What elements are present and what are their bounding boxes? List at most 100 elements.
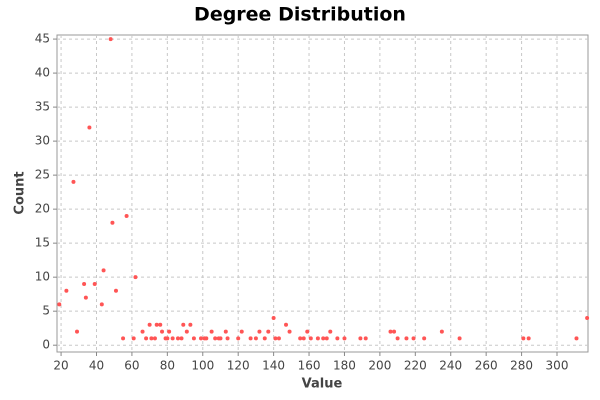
point bbox=[179, 336, 184, 341]
point bbox=[585, 315, 590, 320]
point bbox=[526, 336, 531, 341]
point bbox=[411, 336, 416, 341]
point bbox=[140, 329, 145, 334]
y-tick-label: 10 bbox=[35, 270, 50, 284]
x-tick-label: 20 bbox=[53, 359, 68, 373]
y-tick-label: 40 bbox=[35, 66, 50, 80]
point bbox=[124, 213, 129, 218]
point bbox=[298, 336, 303, 341]
point bbox=[213, 336, 218, 341]
point bbox=[167, 329, 172, 334]
point bbox=[422, 336, 427, 341]
point bbox=[181, 322, 186, 327]
point bbox=[133, 275, 138, 280]
x-axis-label: Value bbox=[302, 377, 343, 392]
point bbox=[315, 336, 320, 341]
x-tick-label: 260 bbox=[475, 359, 498, 373]
point bbox=[271, 315, 276, 320]
x-tick-label: 220 bbox=[404, 359, 427, 373]
point bbox=[521, 336, 526, 341]
point bbox=[113, 288, 118, 293]
point bbox=[218, 336, 223, 341]
point bbox=[108, 37, 113, 42]
point bbox=[248, 336, 253, 341]
point bbox=[75, 329, 80, 334]
point bbox=[439, 329, 444, 334]
point bbox=[321, 336, 326, 341]
point bbox=[83, 295, 88, 300]
y-tick-label: 20 bbox=[35, 202, 50, 216]
point bbox=[342, 336, 347, 341]
point bbox=[574, 336, 579, 341]
point bbox=[328, 329, 333, 334]
point bbox=[170, 336, 175, 341]
chart-title: Degree Distribution bbox=[194, 4, 406, 26]
point bbox=[324, 336, 329, 341]
x-tick-label: 80 bbox=[160, 359, 175, 373]
y-tick-label: 5 bbox=[42, 304, 50, 318]
point bbox=[149, 336, 154, 341]
point bbox=[110, 220, 115, 225]
point bbox=[64, 288, 69, 293]
point bbox=[223, 329, 228, 334]
point bbox=[392, 329, 397, 334]
point bbox=[395, 336, 400, 341]
point bbox=[147, 322, 152, 327]
point bbox=[175, 336, 180, 341]
y-tick-label: 0 bbox=[42, 338, 50, 352]
point bbox=[287, 329, 292, 334]
y-tick-label: 30 bbox=[35, 134, 50, 148]
point bbox=[363, 336, 368, 341]
y-tick-label: 15 bbox=[35, 236, 50, 250]
x-tick-label: 200 bbox=[368, 359, 391, 373]
point bbox=[388, 329, 393, 334]
x-tick-label: 140 bbox=[262, 359, 285, 373]
point bbox=[276, 336, 281, 341]
point bbox=[121, 336, 126, 341]
y-tick-label: 45 bbox=[35, 32, 50, 46]
point bbox=[165, 336, 170, 341]
point bbox=[71, 179, 76, 184]
point bbox=[82, 281, 87, 286]
y-axis-label: Count bbox=[13, 171, 28, 214]
point bbox=[152, 336, 157, 341]
point bbox=[92, 281, 97, 286]
point bbox=[301, 336, 306, 341]
y-tick-label: 25 bbox=[35, 168, 50, 182]
point bbox=[160, 329, 165, 334]
point bbox=[404, 336, 409, 341]
point bbox=[57, 302, 62, 307]
point bbox=[87, 125, 92, 130]
point bbox=[101, 268, 106, 273]
point bbox=[253, 336, 258, 341]
point bbox=[305, 329, 310, 334]
point bbox=[198, 336, 203, 341]
point bbox=[188, 322, 193, 327]
point bbox=[273, 336, 278, 341]
x-tick-label: 160 bbox=[298, 359, 321, 373]
x-tick-label: 100 bbox=[191, 359, 214, 373]
point bbox=[308, 336, 313, 341]
point bbox=[257, 329, 262, 334]
x-tick-label: 280 bbox=[510, 359, 533, 373]
point bbox=[158, 322, 163, 327]
point bbox=[457, 336, 462, 341]
x-tick-label: 120 bbox=[227, 359, 250, 373]
point bbox=[131, 336, 136, 341]
point bbox=[284, 322, 289, 327]
x-tick-label: 300 bbox=[546, 359, 569, 373]
point bbox=[262, 336, 267, 341]
point bbox=[239, 329, 244, 334]
x-tick-label: 40 bbox=[89, 359, 104, 373]
point bbox=[236, 336, 241, 341]
x-tick-label: 180 bbox=[333, 359, 356, 373]
x-tick-label: 60 bbox=[124, 359, 139, 373]
point bbox=[209, 329, 214, 334]
point bbox=[266, 329, 271, 334]
point bbox=[204, 336, 209, 341]
point bbox=[184, 329, 189, 334]
point bbox=[144, 336, 149, 341]
y-tick-label: 35 bbox=[35, 100, 50, 114]
point bbox=[154, 322, 159, 327]
